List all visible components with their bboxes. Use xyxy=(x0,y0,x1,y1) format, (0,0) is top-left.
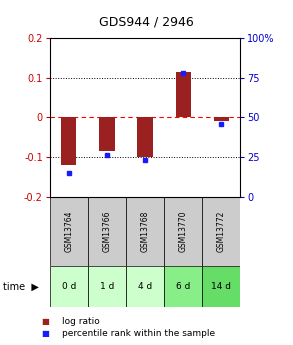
Bar xyxy=(99,117,115,151)
Bar xyxy=(202,197,240,266)
Bar xyxy=(61,117,76,165)
Bar xyxy=(50,266,88,307)
Text: percentile rank within the sample: percentile rank within the sample xyxy=(62,329,215,338)
Text: log ratio: log ratio xyxy=(62,317,99,326)
Bar xyxy=(202,266,240,307)
Text: GDS944 / 2946: GDS944 / 2946 xyxy=(99,16,194,29)
Text: time  ▶: time ▶ xyxy=(3,282,39,291)
Text: 6 d: 6 d xyxy=(176,282,190,291)
Bar xyxy=(50,197,88,266)
Bar xyxy=(88,197,126,266)
Text: GSM13770: GSM13770 xyxy=(179,210,188,252)
Text: GSM13766: GSM13766 xyxy=(103,210,111,252)
Text: ■: ■ xyxy=(41,329,49,338)
Bar xyxy=(214,117,229,121)
Bar xyxy=(126,197,164,266)
Text: ■: ■ xyxy=(41,317,49,326)
Text: 14 d: 14 d xyxy=(211,282,231,291)
Bar xyxy=(88,266,126,307)
Text: GSM13772: GSM13772 xyxy=(217,210,226,252)
Bar xyxy=(176,72,191,117)
Text: 0 d: 0 d xyxy=(62,282,76,291)
Bar xyxy=(126,266,164,307)
Bar xyxy=(164,266,202,307)
Bar xyxy=(164,197,202,266)
Text: GSM13768: GSM13768 xyxy=(141,210,149,252)
Bar xyxy=(137,117,153,157)
Text: GSM13764: GSM13764 xyxy=(64,210,73,252)
Text: 1 d: 1 d xyxy=(100,282,114,291)
Text: 4 d: 4 d xyxy=(138,282,152,291)
